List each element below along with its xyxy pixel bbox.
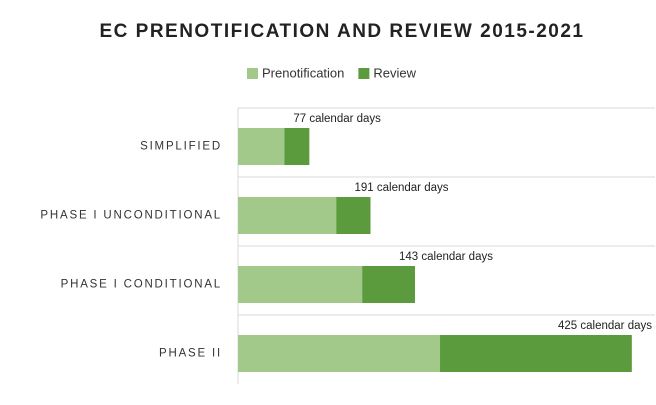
annotation: 191 calendar days <box>355 182 449 194</box>
bar-segment <box>238 128 285 165</box>
legend-swatch <box>358 68 370 79</box>
chart-title: EC PRENOTIFICATION AND REVIEW 2015-2021 <box>99 21 584 42</box>
bar-segment <box>238 335 441 372</box>
bar-segment <box>362 266 415 303</box>
category-label: SIMPLIFIED <box>140 141 222 153</box>
category-label: PHASE I UNCONDITIONAL <box>40 210 222 222</box>
bar-segment <box>440 335 632 372</box>
annotation: 77 calendar days <box>293 113 381 125</box>
annotation: 425 calendar days <box>558 320 652 332</box>
bar-segment <box>284 128 310 165</box>
legend-label: Prenotification <box>262 65 344 80</box>
annotation: 143 calendar days <box>399 251 493 263</box>
bar-segment <box>238 197 337 234</box>
legend-label: Review <box>373 65 416 80</box>
category-label: PHASE II <box>159 348 222 360</box>
bar-segment <box>336 197 371 234</box>
category-label: PHASE I CONDITIONAL <box>61 279 222 291</box>
legend-swatch <box>247 68 258 79</box>
bar-segment <box>238 266 363 303</box>
